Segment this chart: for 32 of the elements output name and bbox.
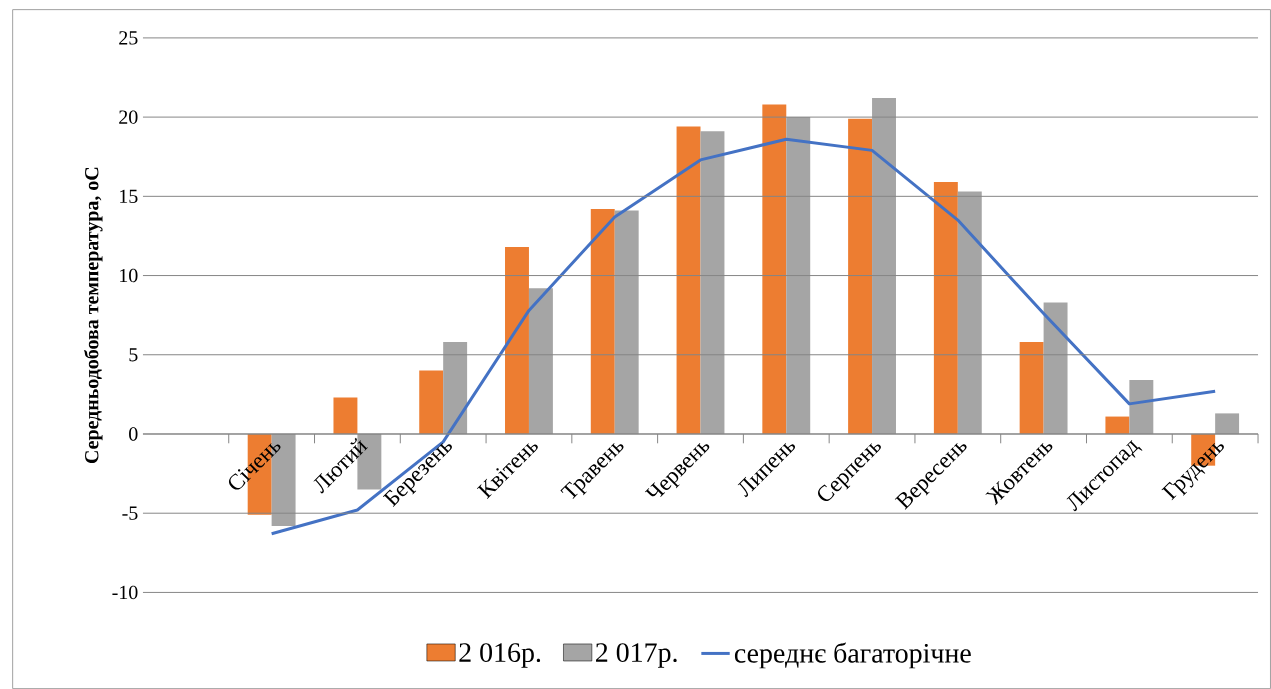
y-tick-label: 20 [119,110,138,124]
bar [786,117,811,434]
legend-label: 2 017р. [596,643,677,668]
bar [848,118,873,434]
bar [1019,342,1044,434]
bar [1043,302,1068,434]
y-tick-label: -5 [122,506,138,520]
y-tick-label: 0 [129,427,138,441]
bar [933,181,958,434]
bar [443,342,468,434]
bar [590,208,615,434]
y-tick-label: 15 [120,189,138,203]
bar [419,370,444,434]
bar [872,98,896,434]
bar [614,210,639,434]
bar [1105,416,1130,434]
bar [676,126,701,434]
legend-label: середнє багаторічне [734,642,971,669]
y-axis-title: Середньодобова температура, оС [83,167,103,463]
y-tick-label: 5 [129,348,138,362]
bar [700,131,725,434]
y-tick-label: 10 [120,268,138,283]
bar [1215,413,1240,434]
bar [505,246,529,434]
legend-label: 2 016р. [459,643,541,668]
bar [762,104,787,434]
bar [957,191,982,434]
bar [528,288,553,434]
bar [1129,380,1154,434]
y-tick-label: -10 [112,585,138,600]
y-tick-label: 25 [119,31,138,45]
bar [333,397,358,434]
